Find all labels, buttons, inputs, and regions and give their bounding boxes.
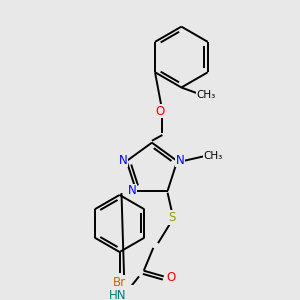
Text: S: S <box>169 211 176 224</box>
Text: O: O <box>156 105 165 118</box>
Text: N: N <box>176 154 184 166</box>
Text: HN: HN <box>108 289 126 300</box>
Text: N: N <box>128 184 137 197</box>
Text: CH₃: CH₃ <box>196 90 216 100</box>
Text: Br: Br <box>113 276 126 289</box>
Text: O: O <box>167 271 176 284</box>
Text: CH₃: CH₃ <box>204 151 223 161</box>
Text: N: N <box>118 154 127 166</box>
